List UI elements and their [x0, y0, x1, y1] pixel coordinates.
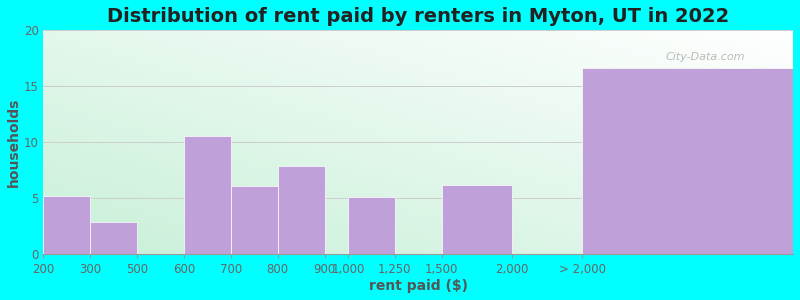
Bar: [582, 68, 793, 254]
Y-axis label: households: households: [7, 98, 21, 187]
Bar: [231, 186, 278, 254]
Bar: [348, 197, 395, 254]
Bar: [43, 196, 90, 254]
Title: Distribution of rent paid by renters in Myton, UT in 2022: Distribution of rent paid by renters in …: [107, 7, 730, 26]
X-axis label: rent paid ($): rent paid ($): [369, 279, 468, 293]
Text: City-Data.com: City-Data.com: [666, 52, 745, 62]
Bar: [90, 222, 137, 254]
Bar: [278, 166, 325, 254]
Bar: [184, 136, 231, 254]
Bar: [442, 185, 512, 254]
